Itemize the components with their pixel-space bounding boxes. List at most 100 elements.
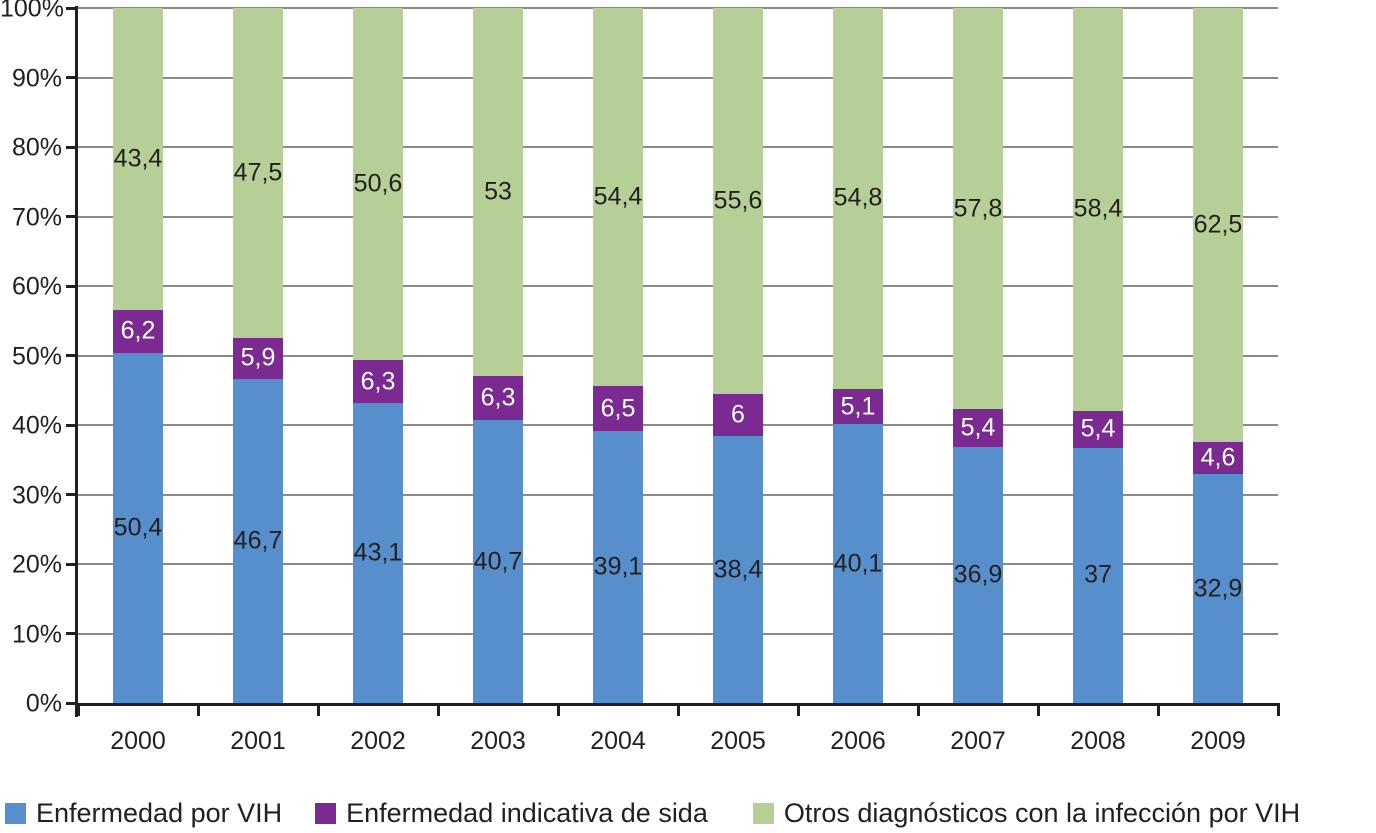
legend-swatch-blue-icon [5, 803, 26, 824]
x-axis-tick [196, 703, 200, 716]
x-axis-tick [796, 703, 800, 716]
gridline [78, 285, 1278, 287]
gridline [78, 7, 1278, 9]
x-axis-tick [316, 703, 320, 716]
bar-value-label: 5,4 [1080, 414, 1116, 443]
y-axis-tick [66, 632, 78, 635]
bar-segment-green [353, 8, 403, 360]
bar-value-label: 6,2 [120, 316, 156, 345]
y-axis-tick [66, 423, 78, 427]
x-axis-label: 2009 [1190, 727, 1246, 755]
x-axis-label: 2002 [350, 727, 406, 755]
x-axis-label: 2001 [230, 727, 286, 755]
bar-segment-blue [833, 424, 883, 703]
y-axis-tick [66, 6, 78, 10]
bar-segment-blue [713, 436, 763, 703]
bar-segment-purple [1073, 410, 1123, 448]
bar-value-label: 43,4 [113, 144, 163, 173]
x-axis-tick [556, 703, 560, 716]
bar-segment-purple [1193, 442, 1243, 475]
bar-value-label: 5,1 [840, 392, 876, 421]
gridline [78, 563, 1278, 565]
y-axis-tick [66, 76, 78, 79]
bar-value-label: 4,6 [1200, 443, 1236, 472]
y-axis-tick [66, 354, 78, 357]
y-axis-tick [66, 284, 78, 288]
bar-value-label: 43,1 [353, 538, 403, 567]
bar-value-label: 39,1 [593, 552, 643, 581]
bar-segment-purple [593, 386, 643, 432]
bar-value-label: 58,4 [1073, 194, 1123, 223]
y-axis-tick [66, 493, 78, 496]
bar-segment-blue [353, 403, 403, 703]
legend-item-enfermedad-indicativa-de-sida: Enfermedad indicativa de sida [315, 800, 708, 827]
bar-value-label: 54,8 [833, 183, 883, 212]
bar-segment-purple [473, 376, 523, 421]
legend-swatch-green-icon [752, 803, 774, 824]
bar-segment-blue [1193, 474, 1243, 703]
legend-label-enfermedad-indicativa-de-sida: Enfermedad indicativa de sida [346, 798, 708, 828]
gridline [78, 146, 1278, 148]
bar-value-label: 36,9 [953, 560, 1003, 589]
bar-value-label: 38,4 [713, 555, 763, 584]
x-axis-tick [1036, 703, 1040, 716]
x-axis-label: 2000 [110, 727, 166, 755]
x-axis-tick [1156, 703, 1160, 716]
bar-segment-purple [713, 394, 763, 437]
bar-value-label: 32,9 [1193, 574, 1243, 603]
bar-value-label: 37 [1084, 560, 1112, 589]
y-axis-tick [66, 701, 78, 705]
x-axis-label: 2008 [1070, 727, 1126, 755]
bar-value-label: 50,4 [113, 513, 163, 542]
gridline [78, 215, 1278, 218]
bar-value-label: 50,6 [353, 169, 403, 198]
bar-segment-blue [233, 378, 283, 703]
y-axis-label: 10% [11, 620, 62, 648]
y-axis-label: 0% [25, 689, 62, 718]
x-axis-label: 2007 [950, 727, 1006, 755]
legend-item-enfermedad-por-vih: Enfermedad por VIH [5, 800, 282, 827]
x-axis-tick [1276, 703, 1280, 716]
bar-segment-green [473, 8, 523, 377]
bar-value-label: 53 [484, 177, 512, 206]
legend: Enfermedad por VIH Enfermedad indicativa… [5, 800, 1300, 827]
y-axis-label: 90% [11, 64, 62, 92]
gridline [78, 354, 1278, 357]
bar-value-label: 47,5 [233, 158, 283, 187]
y-axis-label: 20% [11, 550, 62, 579]
gridline [78, 424, 1278, 426]
bar-value-label: 6,5 [600, 394, 636, 423]
bar-segment-blue [953, 446, 1003, 703]
bar-segment-purple [353, 359, 403, 404]
y-axis-label: 30% [11, 481, 62, 509]
bar-segment-blue [593, 431, 643, 703]
y-axis-label: 80% [11, 133, 62, 162]
bar-value-label: 5,4 [960, 413, 996, 442]
y-axis-label: 70% [11, 203, 62, 231]
bar-value-label: 5,9 [240, 343, 276, 372]
legend-label-otros-diagnosticos: Otros diagnósticos con la infección por … [783, 798, 1301, 828]
bar-segment-green [1073, 8, 1123, 411]
bar-segment-blue [113, 352, 163, 703]
bar-segment-green [233, 8, 283, 338]
bar-segment-blue [473, 420, 523, 703]
x-axis-tick [676, 703, 680, 716]
y-axis-tick [66, 562, 78, 566]
bar-value-label: 54,4 [593, 182, 643, 211]
y-axis-label: 40% [11, 411, 62, 440]
bar-segment-green [113, 8, 163, 310]
bar-value-label: 57,8 [953, 194, 1003, 223]
x-axis-label: 2003 [470, 727, 526, 755]
bar-segment-green [953, 8, 1003, 410]
bar-segment-purple [833, 388, 883, 425]
bar-value-label: 40,1 [833, 549, 883, 578]
y-axis-tick [66, 215, 78, 218]
x-axis-tick [436, 703, 440, 716]
bar-segment-purple [233, 337, 283, 379]
legend-swatch-purple-icon [315, 803, 337, 824]
bar-segment-purple [113, 309, 163, 353]
bar-value-label: 62,5 [1193, 210, 1243, 239]
bar-segment-green [593, 8, 643, 387]
